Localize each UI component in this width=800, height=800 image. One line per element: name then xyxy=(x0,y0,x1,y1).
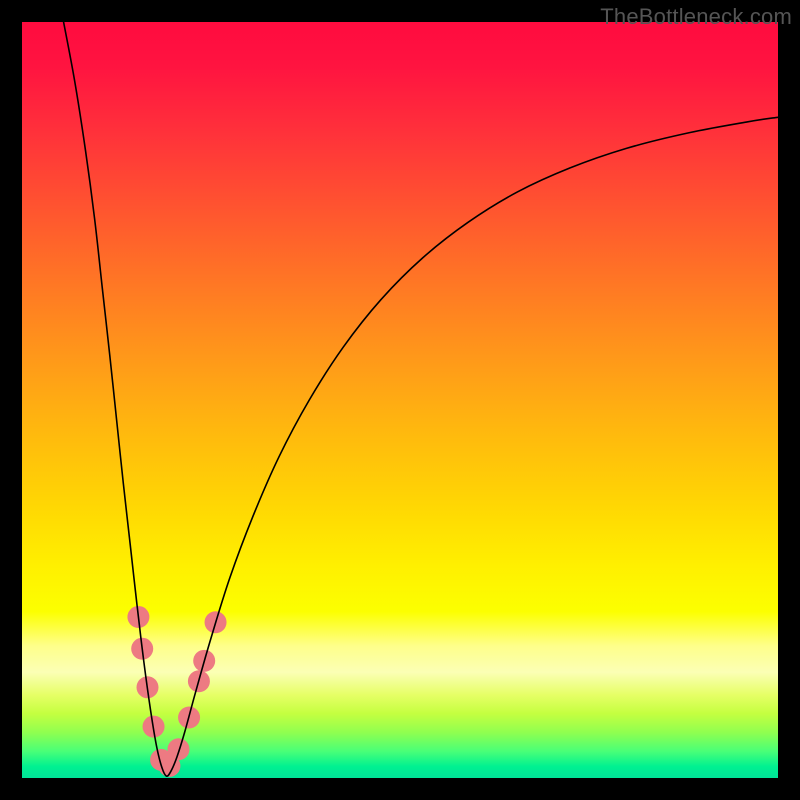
data-marker xyxy=(167,738,189,760)
chart-container: TheBottleneck.com xyxy=(0,0,800,800)
plot-background xyxy=(22,22,778,778)
watermark-text: TheBottleneck.com xyxy=(600,4,792,30)
bottleneck-chart xyxy=(0,0,800,800)
